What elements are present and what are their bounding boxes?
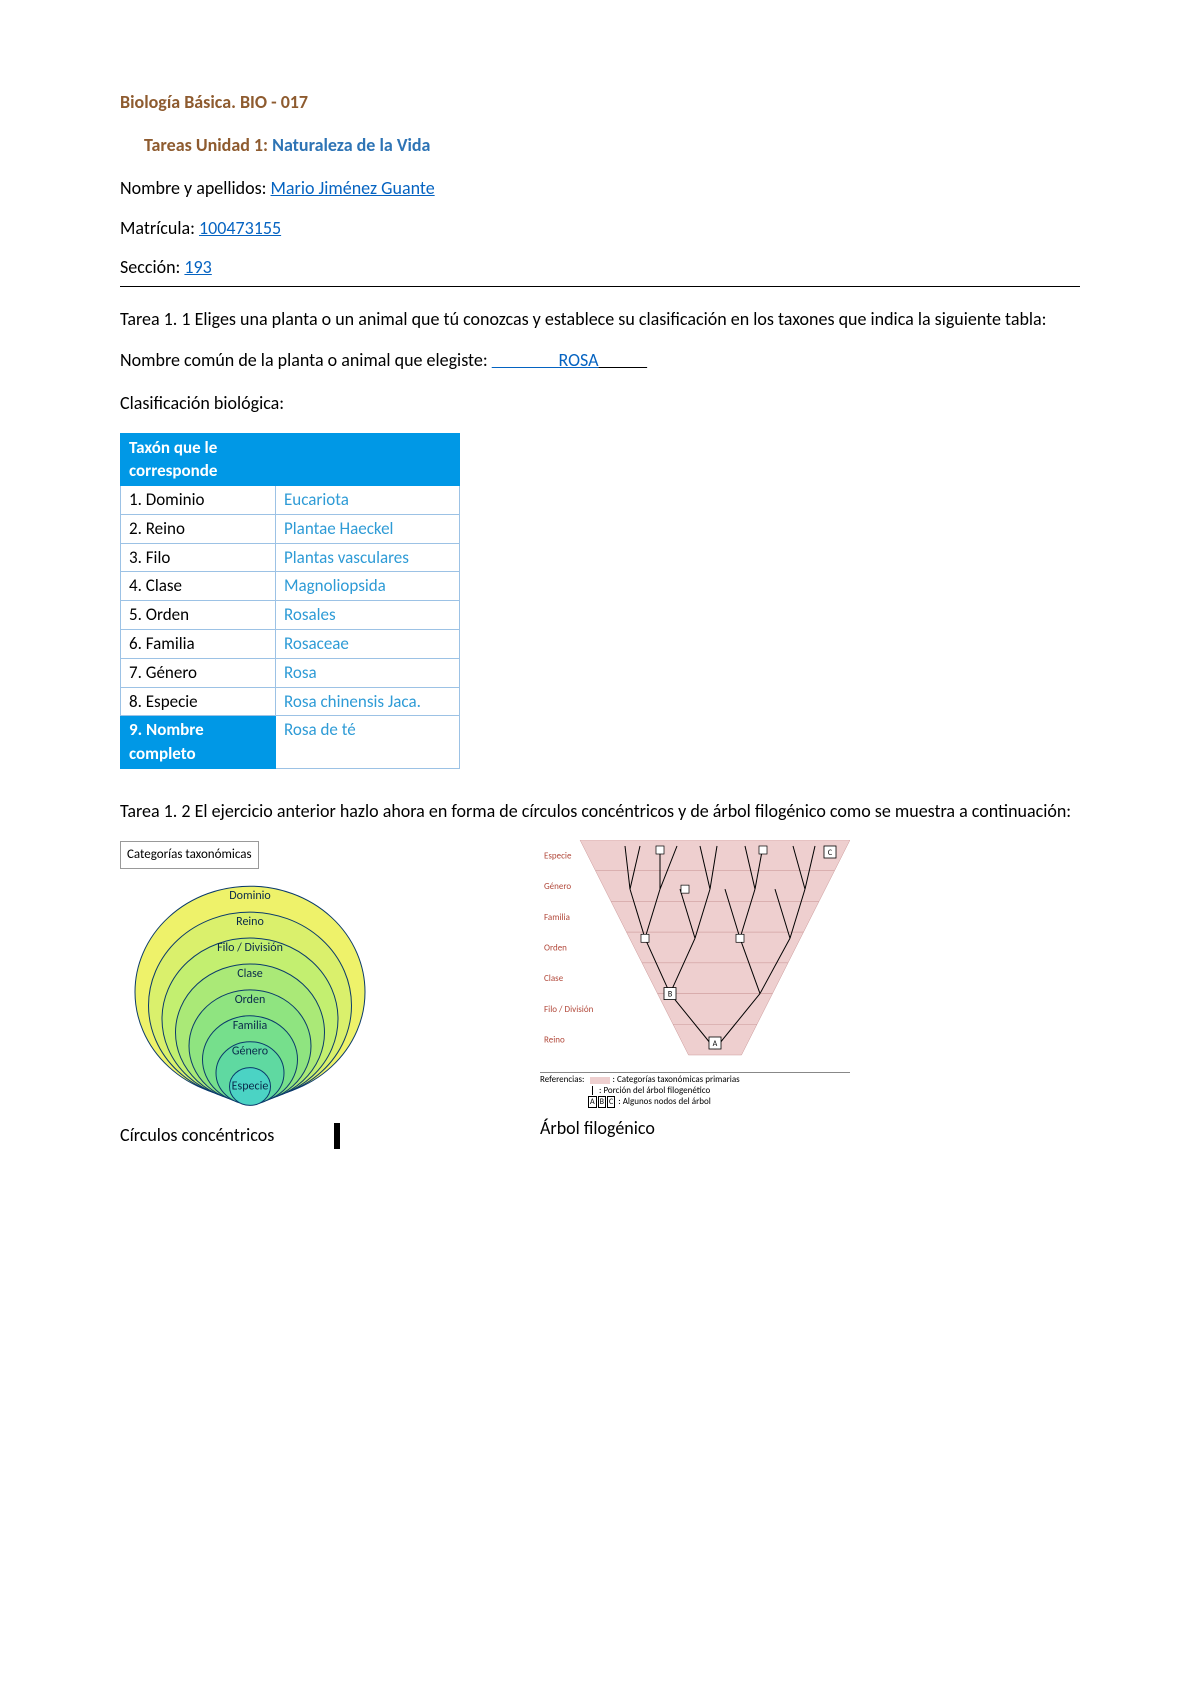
- taxon-label: 5. Orden: [121, 601, 276, 630]
- tarea11-text: Tarea 1. 1 Eliges una planta o un animal…: [120, 307, 1080, 332]
- table-row: 6. FamiliaRosaceae: [121, 630, 460, 659]
- svg-text:Especie: Especie: [544, 851, 572, 862]
- tarea12-text: Tarea 1. 2 El ejercicio anterior hazlo a…: [120, 799, 1080, 824]
- taxon-value: Rosa: [276, 658, 460, 687]
- unit-name: Naturaleza de la Vida: [268, 134, 430, 156]
- tasks-label: Tareas Unidad 1:: [144, 134, 268, 156]
- chosen-line: Nombre común de la planta o animal que e…: [120, 348, 1080, 373]
- taxon-value: Rosa chinensis Jaca.: [276, 687, 460, 716]
- name-row: Nombre y apellidos: Mario Jiménez Guante: [120, 176, 1080, 201]
- tree-caption: Árbol filogénico: [540, 1116, 850, 1141]
- divider: [120, 286, 1080, 287]
- legend-node-b: B: [598, 1096, 606, 1108]
- legend-line-icon: [592, 1086, 593, 1095]
- table-row: 4. ClaseMagnoliopsida: [121, 572, 460, 601]
- taxon-label: 1. Dominio: [121, 486, 276, 515]
- table-header-left: Taxón que le corresponde: [121, 433, 276, 486]
- circles-svg: Dominio Reino Filo / División Clase Orden Fam…: [120, 875, 400, 1115]
- taxon-label: 7. Género: [121, 658, 276, 687]
- svg-text:Filo / División: Filo / División: [217, 941, 283, 955]
- course-title-prefix: Biología Básica. BIO: [120, 91, 267, 113]
- svg-text:Familia: Familia: [544, 912, 570, 923]
- table-footer-row: 9. Nombre completo Rosa de té: [121, 716, 460, 769]
- blank-pre: [492, 349, 559, 371]
- matricula-value[interactable]: 100473155: [199, 217, 281, 239]
- svg-text:Especie: Especie: [232, 1080, 269, 1094]
- svg-text:Género: Género: [544, 881, 571, 892]
- legend-node-c: C: [607, 1096, 615, 1108]
- taxonomy-table: Taxón que le corresponde 1. DominioEucar…: [120, 433, 460, 770]
- course-title: Biología Básica. BIO - 017: [120, 90, 1080, 115]
- matricula-row: Matrícula: 100473155: [120, 216, 1080, 241]
- table-header-row: Taxón que le corresponde: [121, 433, 460, 486]
- svg-text:Reino: Reino: [544, 1035, 565, 1046]
- taxon-label: 3. Filo: [121, 543, 276, 572]
- section-label: Sección:: [120, 256, 184, 278]
- tree-svg: Especie Género Familia Orden Clase Filo / Div…: [540, 840, 850, 1070]
- diagrams-row: Categorías taxonómicas Dominio Reino Filo …: [120, 840, 1080, 1148]
- taxon-value: Plantas vasculares: [276, 543, 460, 572]
- refs-title: Referencias:: [540, 1074, 584, 1085]
- legend-node-a: A: [588, 1096, 597, 1108]
- svg-text:Filo / División: Filo / División: [544, 1004, 594, 1015]
- tree-diagram: Especie Género Familia Orden Clase Filo / Div…: [540, 840, 850, 1148]
- taxon-label: 4. Clase: [121, 572, 276, 601]
- svg-text:Orden: Orden: [235, 993, 266, 1007]
- course-title-dash: -: [267, 91, 281, 113]
- table-row: 5. OrdenRosales: [121, 601, 460, 630]
- table-row: 2. ReinoPlantae Haeckel: [121, 514, 460, 543]
- legend-band-icon: [590, 1077, 610, 1084]
- ref-0: : Categorías taxonómicas primarias: [613, 1074, 740, 1085]
- taxon-value: Eucariota: [276, 486, 460, 515]
- svg-text:Clase: Clase: [237, 967, 263, 981]
- classif-label: Clasificación biológica:: [120, 391, 1080, 416]
- table-row: 1. DominioEucariota: [121, 486, 460, 515]
- taxon-value: Magnoliopsida: [276, 572, 460, 601]
- svg-text:Clase: Clase: [544, 973, 564, 984]
- circles-diagram: Categorías taxonómicas Dominio Reino Filo …: [120, 840, 400, 1148]
- svg-text:Dominio: Dominio: [229, 890, 270, 904]
- table-row: 7. GéneroRosa: [121, 658, 460, 687]
- svg-text:Reino: Reino: [236, 916, 264, 930]
- taxon-label: 8. Especie: [121, 687, 276, 716]
- table-row: 8. EspecieRosa chinensis Jaca.: [121, 687, 460, 716]
- svg-text:B: B: [668, 990, 673, 1000]
- blank-post: [599, 349, 648, 371]
- ref-1: : Porción del árbol filogenético: [599, 1085, 710, 1096]
- section-value[interactable]: 193: [184, 256, 211, 278]
- svg-text:Familia: Familia: [233, 1019, 268, 1033]
- circles-caption: Círculos concéntricos: [120, 1123, 274, 1148]
- matricula-label: Matrícula:: [120, 217, 199, 239]
- taxon-value: Rosaceae: [276, 630, 460, 659]
- taxon-value: Rosales: [276, 601, 460, 630]
- taxon-label: 2. Reino: [121, 514, 276, 543]
- text-cursor-icon: [334, 1123, 340, 1149]
- name-label: Nombre y apellidos:: [120, 177, 271, 199]
- unit-subtitle: Tareas Unidad 1: Naturaleza de la Vida: [120, 133, 1080, 158]
- taxon-value: Plantae Haeckel: [276, 514, 460, 543]
- svg-text:C: C: [828, 848, 833, 858]
- svg-text:A: A: [713, 1039, 718, 1049]
- chosen-label: Nombre común de la planta o animal que e…: [120, 349, 492, 371]
- table-footer-right: Rosa de té: [276, 716, 460, 769]
- course-code: 017: [281, 91, 308, 113]
- table-header-right: [276, 433, 460, 486]
- circles-box-label: Categorías taxonómicas: [120, 841, 259, 869]
- tree-references: Referencias: : Categorías taxonómicas pr…: [540, 1072, 850, 1107]
- ref-2: : Algunos nodos del árbol: [618, 1096, 711, 1107]
- table-footer-left: 9. Nombre completo: [121, 716, 276, 769]
- name-value[interactable]: Mario Jiménez Guante: [271, 177, 435, 199]
- svg-text:Orden: Orden: [544, 943, 567, 954]
- svg-text:Género: Género: [232, 1045, 268, 1059]
- taxon-label: 6. Familia: [121, 630, 276, 659]
- chosen-value: ROSA: [558, 349, 598, 371]
- section-row: Sección: 193: [120, 255, 1080, 280]
- table-row: 3. FiloPlantas vasculares: [121, 543, 460, 572]
